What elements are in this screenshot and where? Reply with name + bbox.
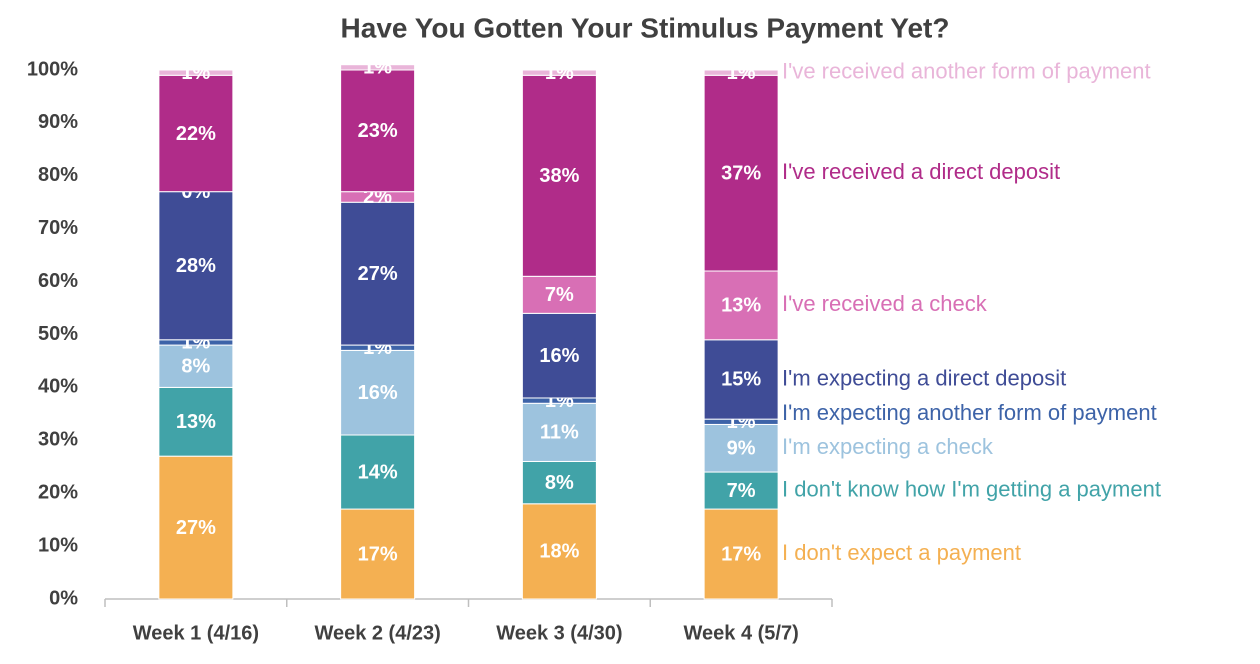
legend-label: I don't expect a payment bbox=[782, 540, 1021, 565]
legend-label: I've received another form of payment bbox=[782, 58, 1151, 83]
data-label: 8% bbox=[181, 356, 210, 378]
data-label: 28% bbox=[176, 255, 216, 277]
data-label: 13% bbox=[176, 411, 216, 433]
bar-segment bbox=[340, 201, 416, 346]
data-label: 27% bbox=[176, 517, 216, 539]
data-label: 1% bbox=[363, 57, 392, 79]
data-label: 16% bbox=[358, 382, 398, 404]
legend-label: I've received a direct deposit bbox=[782, 159, 1060, 184]
legend-label: I don't know how I'm getting a payment bbox=[782, 476, 1161, 501]
y-tick-label: 30% bbox=[38, 429, 78, 451]
data-label: 15% bbox=[721, 369, 761, 391]
data-label: 27% bbox=[358, 263, 398, 285]
bar-segment bbox=[703, 471, 779, 510]
bar-segment bbox=[158, 386, 234, 457]
bar-segment bbox=[521, 312, 597, 399]
data-label: 1% bbox=[181, 62, 210, 84]
x-tick-label: Week 3 (4/30) bbox=[496, 622, 622, 644]
data-label: 7% bbox=[727, 480, 756, 502]
y-tick-label: 80% bbox=[38, 164, 78, 186]
bar-segment bbox=[158, 69, 234, 76]
data-label: 1% bbox=[727, 62, 756, 84]
y-tick-label: 0% bbox=[49, 587, 78, 609]
chart-title: Have You Gotten Your Stimulus Payment Ye… bbox=[341, 12, 950, 43]
bar-segment bbox=[521, 69, 597, 76]
y-tick-label: 70% bbox=[38, 217, 78, 239]
bar-segment bbox=[703, 339, 779, 420]
y-tick-label: 60% bbox=[38, 270, 78, 292]
data-label: 11% bbox=[540, 422, 579, 444]
legend-label: I'm expecting a direct deposit bbox=[782, 365, 1066, 390]
data-label: 16% bbox=[539, 345, 579, 367]
bar-segment bbox=[340, 434, 416, 510]
data-label: 23% bbox=[358, 120, 398, 142]
data-label: 38% bbox=[539, 165, 579, 187]
y-tick-label: 90% bbox=[38, 111, 78, 133]
y-tick-label: 100% bbox=[27, 58, 78, 80]
x-tick-label: Week 2 (4/23) bbox=[314, 622, 440, 644]
y-tick-label: 20% bbox=[38, 481, 78, 503]
data-label: 14% bbox=[358, 461, 398, 483]
data-label: 17% bbox=[358, 543, 398, 565]
legend-label: I'm expecting a check bbox=[782, 434, 994, 459]
data-label: 18% bbox=[539, 541, 579, 563]
y-tick-label: 40% bbox=[38, 376, 78, 398]
data-label: 9% bbox=[727, 438, 756, 460]
legend-label: I've received a check bbox=[782, 291, 988, 316]
bar-segment bbox=[703, 69, 779, 76]
data-label: 22% bbox=[176, 123, 216, 145]
bar-segment bbox=[340, 508, 416, 600]
data-label: 37% bbox=[721, 162, 761, 184]
data-label: 8% bbox=[545, 472, 574, 494]
x-tick-label: Week 1 (4/16) bbox=[133, 622, 259, 644]
bar-segment bbox=[703, 423, 779, 473]
data-label: 1% bbox=[545, 62, 574, 84]
bar-segment bbox=[340, 64, 416, 71]
bar-segment bbox=[340, 69, 416, 193]
data-label: 17% bbox=[721, 543, 761, 565]
y-tick-label: 10% bbox=[38, 534, 78, 556]
bar-segment bbox=[703, 508, 779, 600]
bar-segment bbox=[703, 74, 779, 272]
bar-segment bbox=[158, 344, 234, 388]
x-tick-label: Week 4 (5/7) bbox=[684, 622, 799, 644]
data-label: 7% bbox=[545, 284, 574, 306]
y-tick-label: 50% bbox=[38, 323, 78, 345]
legend-label: I'm expecting another form of payment bbox=[782, 400, 1157, 425]
bar-segment bbox=[703, 270, 779, 341]
bar-segment bbox=[158, 455, 234, 600]
bar-segment bbox=[158, 74, 234, 193]
bar-segment bbox=[521, 74, 597, 277]
data-label: 13% bbox=[721, 295, 761, 317]
